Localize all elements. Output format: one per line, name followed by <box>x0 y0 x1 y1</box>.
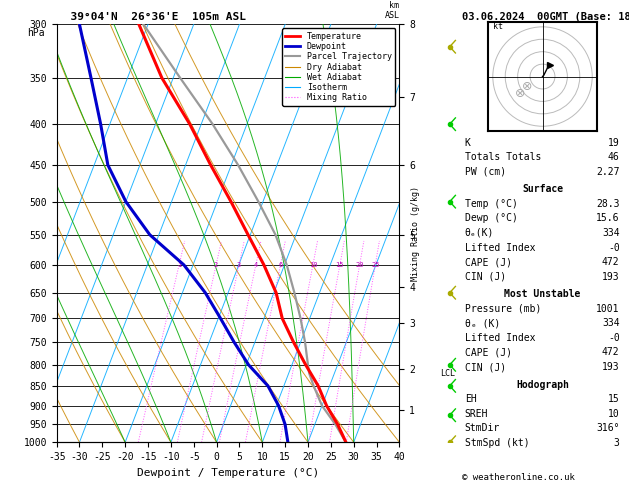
Text: K: K <box>465 138 470 148</box>
Text: 3: 3 <box>237 262 241 268</box>
Text: 25: 25 <box>371 262 379 268</box>
Text: 46: 46 <box>608 152 620 162</box>
Text: 2: 2 <box>214 262 218 268</box>
Text: 316°: 316° <box>596 423 620 434</box>
Text: ⊗: ⊗ <box>515 87 525 101</box>
Text: © weatheronline.co.uk: © weatheronline.co.uk <box>462 473 575 482</box>
Text: 193: 193 <box>602 272 620 282</box>
Text: kt: kt <box>493 22 503 31</box>
Text: Hodograph: Hodograph <box>516 380 569 390</box>
Text: 20: 20 <box>355 262 364 268</box>
Text: 1: 1 <box>177 262 181 268</box>
Legend: Temperature, Dewpoint, Parcel Trajectory, Dry Adiabat, Wet Adiabat, Isotherm, Mi: Temperature, Dewpoint, Parcel Trajectory… <box>282 29 395 105</box>
Text: 10: 10 <box>608 409 620 419</box>
Text: Most Unstable: Most Unstable <box>504 289 581 299</box>
Text: Pressure (mb): Pressure (mb) <box>465 304 541 314</box>
Text: 39°04'N  26°36'E  105m ASL: 39°04'N 26°36'E 105m ASL <box>57 12 245 22</box>
Text: EH: EH <box>465 394 477 404</box>
Text: 15.6: 15.6 <box>596 213 620 224</box>
Text: -0: -0 <box>608 243 620 253</box>
Text: SREH: SREH <box>465 409 488 419</box>
Text: CAPE (J): CAPE (J) <box>465 347 512 358</box>
Text: 2.27: 2.27 <box>596 167 620 177</box>
Text: θₑ(K): θₑ(K) <box>465 228 494 238</box>
Text: 4: 4 <box>253 262 258 268</box>
Text: CIN (J): CIN (J) <box>465 362 506 372</box>
Text: Totals Totals: Totals Totals <box>465 152 541 162</box>
Text: hPa: hPa <box>28 29 45 38</box>
Text: 10: 10 <box>309 262 317 268</box>
Text: 334: 334 <box>602 228 620 238</box>
Text: LCL: LCL <box>440 369 455 378</box>
Text: 15: 15 <box>608 394 620 404</box>
Text: 03.06.2024  00GMT (Base: 18): 03.06.2024 00GMT (Base: 18) <box>462 12 629 22</box>
Text: CAPE (J): CAPE (J) <box>465 257 512 267</box>
Text: Mixing Ratio (g/kg): Mixing Ratio (g/kg) <box>411 186 420 281</box>
Text: Lifted Index: Lifted Index <box>465 243 535 253</box>
Text: CIN (J): CIN (J) <box>465 272 506 282</box>
Text: Temp (°C): Temp (°C) <box>465 199 518 209</box>
Text: StmDir: StmDir <box>465 423 500 434</box>
Text: θₑ (K): θₑ (K) <box>465 318 500 329</box>
Text: 28.3: 28.3 <box>596 199 620 209</box>
Text: StmSpd (kt): StmSpd (kt) <box>465 438 530 448</box>
Text: 15: 15 <box>336 262 344 268</box>
X-axis label: Dewpoint / Temperature (°C): Dewpoint / Temperature (°C) <box>137 468 319 478</box>
Text: -0: -0 <box>608 333 620 343</box>
Text: 334: 334 <box>602 318 620 329</box>
Text: Dewp (°C): Dewp (°C) <box>465 213 518 224</box>
Text: 472: 472 <box>602 347 620 358</box>
Text: 3: 3 <box>614 438 620 448</box>
Text: ⊗: ⊗ <box>522 80 533 93</box>
Text: Lifted Index: Lifted Index <box>465 333 535 343</box>
Text: 1001: 1001 <box>596 304 620 314</box>
Text: Surface: Surface <box>522 184 563 194</box>
Text: km
ASL: km ASL <box>384 0 399 20</box>
Text: 193: 193 <box>602 362 620 372</box>
Text: PW (cm): PW (cm) <box>465 167 506 177</box>
Text: 472: 472 <box>602 257 620 267</box>
Text: 19: 19 <box>608 138 620 148</box>
Text: 6: 6 <box>278 262 282 268</box>
